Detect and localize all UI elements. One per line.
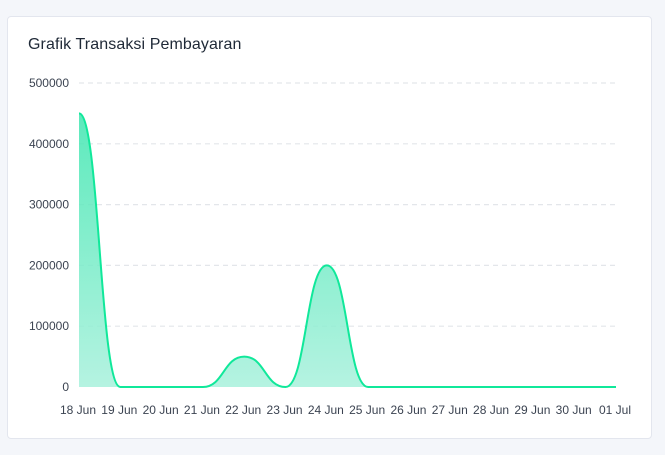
y-tick-label: 400000 — [29, 137, 69, 151]
series-line — [78, 112, 616, 389]
x-tick-label: 21 Jun — [184, 403, 220, 417]
x-tick-label: 24 Jun — [308, 403, 344, 417]
x-tick-label: 30 Jun — [556, 403, 592, 417]
x-tick-label: 29 Jun — [514, 403, 550, 417]
y-tick-label: 100000 — [29, 319, 69, 333]
x-tick-label: 01 Jul — [599, 403, 631, 417]
y-tick-label: 500000 — [29, 76, 69, 90]
area-fill — [79, 113, 616, 388]
y-tick-label: 300000 — [29, 198, 69, 212]
x-tick-label: 28 Jun — [473, 403, 509, 417]
x-tick-label: 25 Jun — [349, 403, 385, 417]
x-tick-label: 22 Jun — [225, 403, 261, 417]
x-tick-label: 20 Jun — [143, 403, 179, 417]
y-tick-label: 200000 — [29, 258, 69, 272]
y-tick-label: 0 — [62, 380, 69, 394]
x-tick-label: 26 Jun — [390, 403, 426, 417]
x-tick-label: 18 Jun — [60, 403, 96, 417]
x-tick-label: 27 Jun — [432, 403, 468, 417]
chart-title: Grafik Transaksi Pembayaran — [28, 36, 242, 53]
x-tick-label: 23 Jun — [267, 403, 303, 417]
x-tick-label: 19 Jun — [101, 403, 137, 417]
